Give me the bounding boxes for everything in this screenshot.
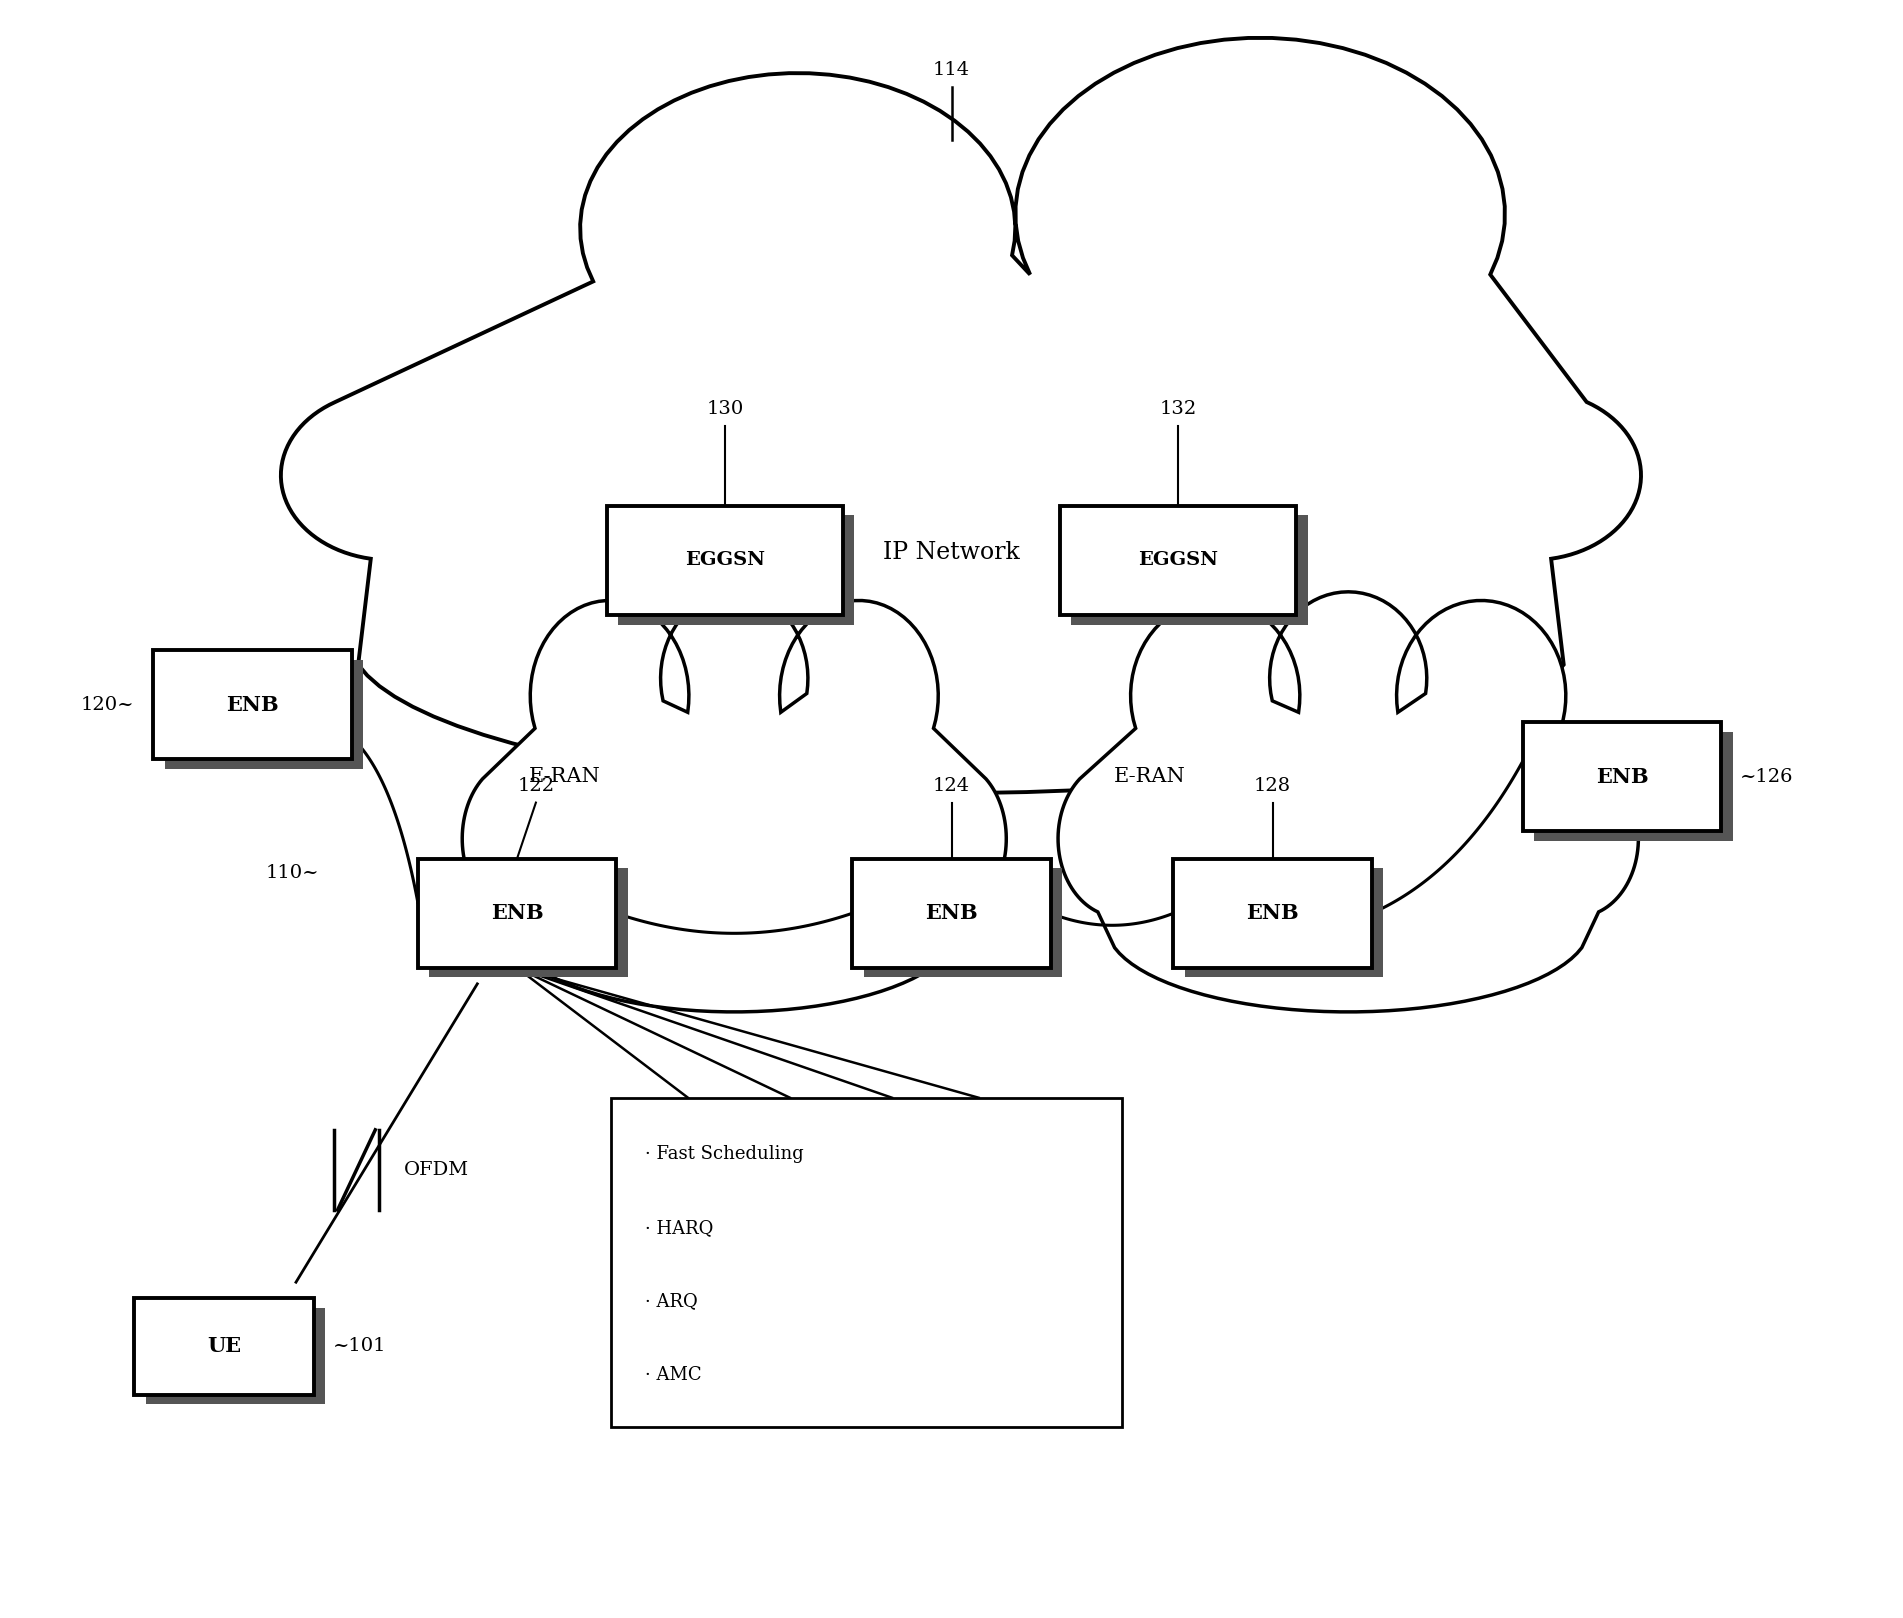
FancyBboxPatch shape [1071, 516, 1307, 625]
FancyBboxPatch shape [864, 869, 1062, 977]
Text: · HARQ: · HARQ [645, 1218, 714, 1236]
Text: E-RAN: E-RAN [529, 767, 599, 786]
FancyBboxPatch shape [1534, 731, 1732, 841]
Text: ENB: ENB [1246, 903, 1300, 924]
FancyBboxPatch shape [611, 1097, 1121, 1427]
Text: 128: 128 [1254, 777, 1292, 794]
Text: ~126: ~126 [1739, 769, 1795, 786]
Text: 114: 114 [932, 61, 971, 79]
Polygon shape [282, 37, 1640, 793]
Polygon shape [462, 592, 1007, 1011]
FancyBboxPatch shape [135, 1298, 314, 1395]
Text: EGGSN: EGGSN [685, 552, 765, 570]
Text: OFDM: OFDM [403, 1162, 468, 1180]
Text: 122: 122 [518, 777, 554, 794]
FancyBboxPatch shape [1186, 869, 1383, 977]
Text: ~101: ~101 [333, 1338, 386, 1356]
Text: · ARQ: · ARQ [645, 1293, 698, 1311]
FancyBboxPatch shape [147, 1307, 325, 1404]
Text: 120~: 120~ [82, 696, 135, 714]
Text: IP Network: IP Network [883, 540, 1020, 563]
Text: ENB: ENB [925, 903, 978, 924]
Text: · AMC: · AMC [645, 1366, 702, 1385]
FancyBboxPatch shape [607, 506, 843, 615]
Text: ENB: ENB [491, 903, 544, 924]
FancyBboxPatch shape [853, 859, 1050, 968]
Text: 110~: 110~ [265, 864, 318, 882]
Text: ENB: ENB [226, 694, 280, 715]
Polygon shape [1058, 592, 1638, 1011]
FancyBboxPatch shape [618, 516, 854, 625]
Text: · Fast Scheduling: · Fast Scheduling [645, 1146, 805, 1163]
FancyBboxPatch shape [166, 660, 363, 769]
FancyBboxPatch shape [1522, 722, 1722, 832]
Text: 124: 124 [932, 777, 971, 794]
FancyBboxPatch shape [154, 650, 352, 759]
Text: EGGSN: EGGSN [1138, 552, 1218, 570]
FancyBboxPatch shape [419, 859, 617, 968]
FancyBboxPatch shape [1060, 506, 1296, 615]
Text: 130: 130 [706, 400, 744, 417]
Text: 132: 132 [1159, 400, 1197, 417]
FancyBboxPatch shape [430, 869, 628, 977]
Text: E-RAN: E-RAN [1113, 767, 1186, 786]
FancyBboxPatch shape [1174, 859, 1372, 968]
Text: ENB: ENB [1597, 767, 1648, 786]
Text: UE: UE [207, 1336, 242, 1356]
